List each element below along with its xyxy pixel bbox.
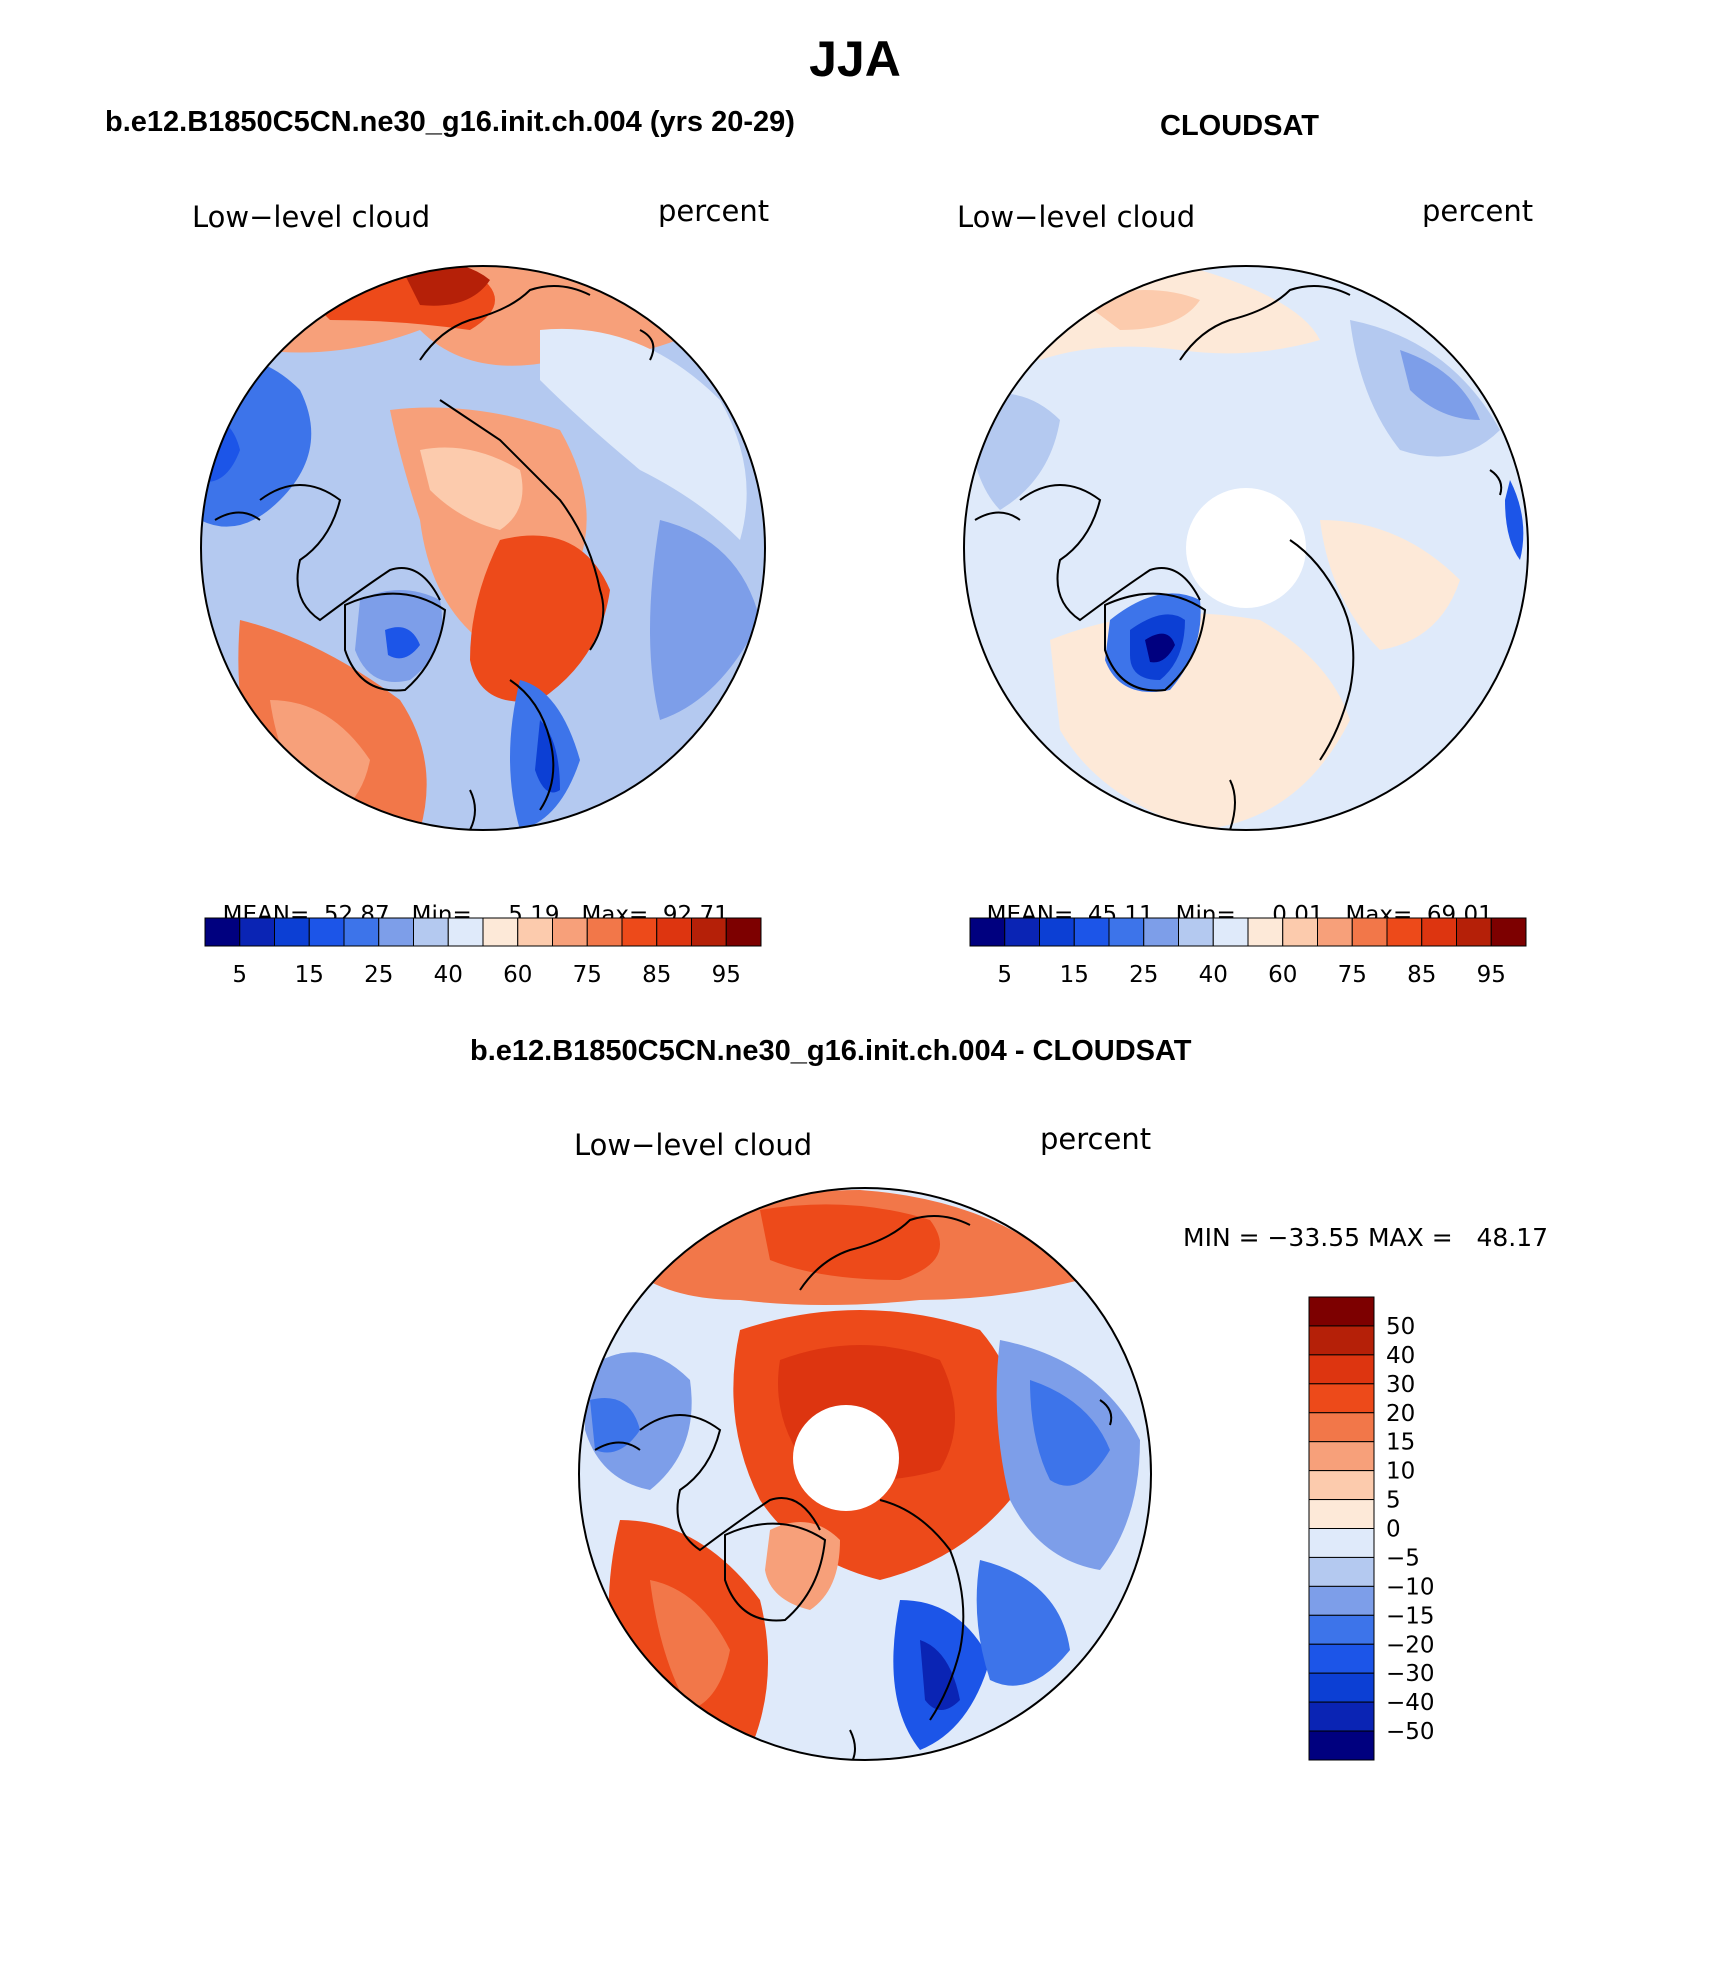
panel2-colorbar-tick-label: 25 xyxy=(1129,962,1158,988)
panel2-units-label: percent xyxy=(1422,194,1534,228)
panel3-colorbar-tick-label: −20 xyxy=(1386,1632,1435,1658)
panel1-colorbar-swatch xyxy=(621,917,658,947)
panel3-colorbar-swatch xyxy=(1308,1354,1375,1385)
panel1-header: b.e12.B1850C5CN.ne30_g16.init.ch.004 (yr… xyxy=(105,106,795,138)
panel1-colorbar-swatch xyxy=(204,917,241,947)
panel1-colorbar-swatch xyxy=(413,917,449,947)
panel3-map xyxy=(578,1187,1152,1761)
panel2-colorbar-tick-label: 60 xyxy=(1268,962,1297,988)
panel1-colorbar-swatch xyxy=(517,917,553,947)
panel1-colorbar-tick-label: 75 xyxy=(573,962,602,988)
panel3-colorbar-swatch xyxy=(1308,1296,1375,1327)
panel3-colorbar-swatch xyxy=(1308,1499,1375,1529)
panel1-colorbar-tick-label: 95 xyxy=(712,962,741,988)
panel2-colorbar-swatch xyxy=(1212,917,1249,947)
panel3-minmax-text: MIN = −33.55 MAX = 48.17 xyxy=(1183,1223,1549,1252)
panel1-colorbar-swatch xyxy=(586,917,623,947)
panel1-colorbar-tick-label: 85 xyxy=(642,962,671,988)
panel2-colorbar-swatch xyxy=(1178,917,1214,947)
panel3-colorbar-swatch xyxy=(1308,1614,1375,1645)
panel1-colorbar-swatch xyxy=(378,917,414,947)
panel1-colorbar-swatch xyxy=(239,917,275,947)
panel3-colorbar-swatch xyxy=(1308,1470,1375,1501)
panel3-colorbar-swatch xyxy=(1308,1643,1375,1674)
panel3-colorbar-tick-label: 20 xyxy=(1386,1401,1415,1427)
panel1-colorbar-swatch xyxy=(656,917,692,947)
panel2-map xyxy=(963,265,1529,831)
panel2-colorbar-swatch xyxy=(1351,917,1388,947)
panel1-colorbar: 5 15 25 40 60 75 85 95 xyxy=(204,917,762,988)
panel1-colorbar-swatch xyxy=(274,917,310,947)
panel1-colorbar-swatch xyxy=(725,917,762,947)
panel2-colorbar-swatch xyxy=(1386,917,1423,947)
figure-title: JJA xyxy=(809,31,901,87)
panel2-colorbar-tick-label: 85 xyxy=(1407,962,1436,988)
panel2-colorbar-swatch xyxy=(1421,917,1457,947)
panel3-colorbar-swatch xyxy=(1308,1441,1375,1472)
panel3-colorbar-tick-label: −15 xyxy=(1386,1603,1435,1629)
panel2-colorbar-swatch xyxy=(1143,917,1179,947)
panel3-colorbar-tick-label: 50 xyxy=(1386,1314,1415,1340)
panel3-colorbar-tick-label: −50 xyxy=(1386,1719,1435,1745)
panel3-colorbar-swatch xyxy=(1308,1672,1375,1703)
panel2-colorbar-swatch xyxy=(1108,917,1145,947)
panel2-colorbar-swatch xyxy=(1456,917,1492,947)
panel1-variable-label: Low−level cloud xyxy=(192,200,431,234)
panel2-colorbar-swatch xyxy=(1282,917,1318,947)
panel1-colorbar-swatch xyxy=(482,917,519,947)
panel1-units-label: percent xyxy=(658,194,770,228)
panel2-colorbar-tick-label: 75 xyxy=(1338,962,1367,988)
panel2-colorbar-swatch xyxy=(1317,917,1353,947)
panel3-colorbar-tick-label: 40 xyxy=(1386,1343,1415,1369)
panel3-colorbar-swatch xyxy=(1308,1528,1375,1558)
panel3-colorbar-swatch xyxy=(1308,1325,1375,1356)
panel2-colorbar-swatch xyxy=(1073,917,1110,947)
panel1-colorbar-swatch xyxy=(691,917,727,947)
panel3-units-label: percent xyxy=(1040,1122,1152,1156)
panel1-colorbar-tick-label: 25 xyxy=(364,962,393,988)
panel2-variable-label: Low−level cloud xyxy=(957,200,1196,234)
panel1-colorbar-tick-label: 40 xyxy=(434,962,463,988)
panel2-colorbar-swatch xyxy=(1247,917,1284,947)
panel1-colorbar-swatch xyxy=(447,917,484,947)
panel3-colorbar-tick-label: −30 xyxy=(1386,1661,1435,1687)
panel2-colorbar-swatch xyxy=(1490,917,1527,947)
panel2-colorbar-tick-label: 40 xyxy=(1199,962,1228,988)
panel3-colorbar-tick-label: 15 xyxy=(1386,1430,1415,1456)
panel3-colorbar-tick-label: 0 xyxy=(1386,1517,1401,1543)
panel1-colorbar-tick-label: 5 xyxy=(232,962,247,988)
panel1-colorbar-tick-label: 60 xyxy=(503,962,532,988)
panel3-colorbar-tick-label: 5 xyxy=(1386,1488,1401,1514)
panel2-colorbar-tick-label: 95 xyxy=(1477,962,1506,988)
panel1-colorbar-swatch xyxy=(552,917,588,947)
panel2-colorbar-swatch xyxy=(1039,917,1075,947)
panel3-colorbar-swatch xyxy=(1308,1383,1375,1414)
panel2-header: CLOUDSAT xyxy=(1160,110,1319,142)
panel3-colorbar-swatch xyxy=(1308,1412,1375,1443)
panel1-map xyxy=(200,265,766,831)
panel3-colorbar-tick-label: 30 xyxy=(1386,1372,1415,1398)
panel3-colorbar-tick-label: −5 xyxy=(1386,1545,1420,1571)
panel1-colorbar-tick-label: 15 xyxy=(295,962,324,988)
panel3-colorbar-swatch xyxy=(1308,1556,1375,1587)
panel3-colorbar-tick-label: 10 xyxy=(1386,1459,1415,1485)
panel1-colorbar-swatch xyxy=(308,917,345,947)
panel3-header: b.e12.B1850C5CN.ne30_g16.init.ch.004 - C… xyxy=(470,1035,1192,1067)
panel2-colorbar: 5 15 25 40 60 75 85 95 xyxy=(969,917,1527,988)
panel3-colorbar-tick-label: −10 xyxy=(1386,1574,1435,1600)
panel2-colorbar-swatch xyxy=(969,917,1006,947)
panel3-variable-label: Low−level cloud xyxy=(574,1128,813,1162)
panel3-colorbar-swatch xyxy=(1308,1701,1375,1732)
panel2-colorbar-swatch xyxy=(1004,917,1040,947)
panel2-colorbar-tick-label: 5 xyxy=(997,962,1012,988)
panel3-colorbar-tick-label: −40 xyxy=(1386,1690,1435,1716)
panel3-colorbar-swatch xyxy=(1308,1730,1375,1761)
panel3-colorbar-swatch xyxy=(1308,1585,1375,1616)
panel1-colorbar-swatch xyxy=(343,917,380,947)
panel2-colorbar-tick-label: 15 xyxy=(1060,962,1089,988)
